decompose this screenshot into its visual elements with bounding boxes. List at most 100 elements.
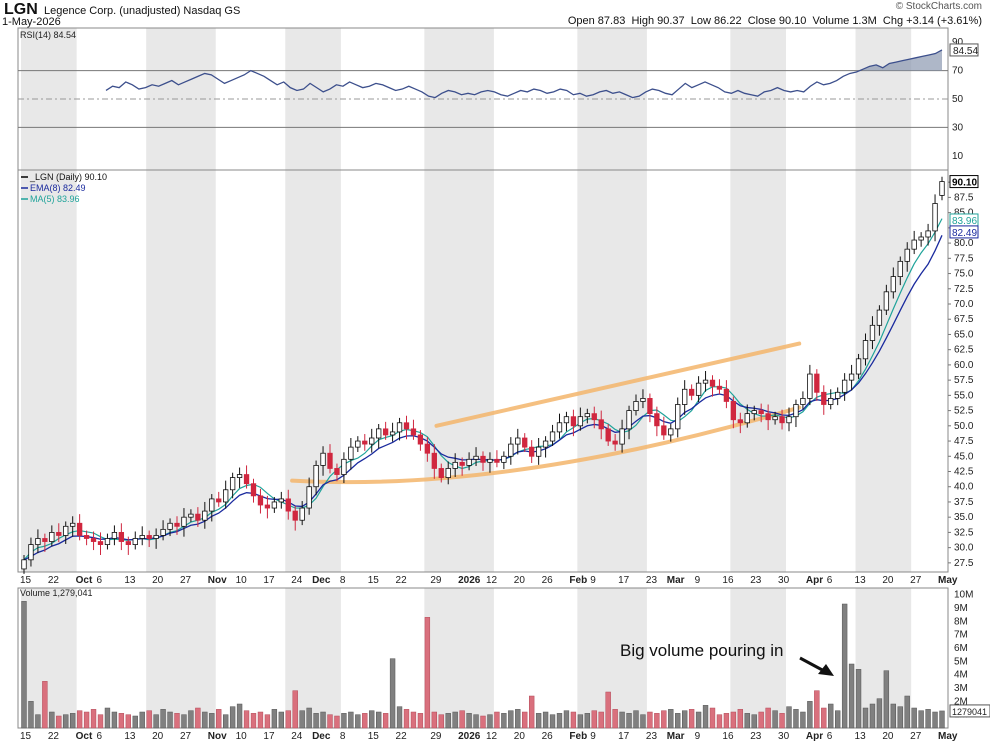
month-shade-price xyxy=(21,170,77,572)
candle-body xyxy=(28,544,34,561)
x-tick-label: 29 xyxy=(430,575,442,586)
volume-bar xyxy=(146,710,152,729)
volume-bar xyxy=(202,711,208,729)
candle-body xyxy=(473,455,479,460)
quote-summary: Open 87.83 High 90.37 Low 86.22 Close 90… xyxy=(568,15,982,27)
volume-bar xyxy=(612,709,618,729)
volume-bar xyxy=(897,706,903,729)
volume-bar xyxy=(216,709,222,729)
candle-body xyxy=(647,398,653,415)
candle-body xyxy=(744,413,750,424)
x-tick-label: 23 xyxy=(750,731,762,742)
low-value: 86.22 xyxy=(714,15,742,27)
company-name: Legence Corp. (unadjusted) Nasdaq GS xyxy=(44,5,241,17)
volume-bar xyxy=(522,711,528,729)
volume-bar xyxy=(932,711,938,729)
volume-bar xyxy=(341,713,347,729)
volume-bar xyxy=(619,711,625,729)
candle-body xyxy=(223,489,229,503)
volume-bar xyxy=(779,713,785,729)
candle-body xyxy=(501,455,507,463)
month-shade-vol xyxy=(730,588,786,728)
volume-bar xyxy=(855,669,862,729)
x-tick-label: 6 xyxy=(97,575,103,586)
volume-bar xyxy=(83,711,90,729)
rsi-tick-label: 90 xyxy=(952,37,964,48)
candle-body xyxy=(835,391,841,399)
x-tick-label: 27 xyxy=(180,731,192,742)
x-tick-label: Dec xyxy=(312,731,331,742)
price-tick-label: 35.0 xyxy=(954,512,974,523)
candle-body xyxy=(668,428,674,436)
x-tick-label: 23 xyxy=(646,731,658,742)
candle-body xyxy=(70,522,76,527)
volume-bar xyxy=(890,703,897,729)
x-tick-label: 8 xyxy=(340,731,346,742)
volume-bar xyxy=(834,710,841,729)
candle-body xyxy=(911,239,917,250)
volume-bar xyxy=(556,713,563,729)
x-tick-label: 16 xyxy=(722,575,734,586)
volume-bar xyxy=(814,690,820,729)
candle-body xyxy=(793,404,799,418)
x-tick-label: 24 xyxy=(291,575,303,586)
volume-bar xyxy=(90,709,97,729)
candle-body xyxy=(417,434,424,445)
volume-bar xyxy=(389,658,396,729)
candle-body xyxy=(883,291,890,311)
close-label: Close xyxy=(747,15,776,27)
candle-body xyxy=(591,413,597,421)
candle-body xyxy=(229,477,236,491)
candle-body xyxy=(605,428,611,442)
price-tick-label: 77.5 xyxy=(954,253,974,264)
candle-body xyxy=(132,538,138,545)
candle-body xyxy=(320,452,326,466)
volume-bar xyxy=(153,714,159,729)
x-tick-label: 2026 xyxy=(458,575,481,586)
candle-body xyxy=(153,535,159,539)
price-tick-label: 45.0 xyxy=(954,451,974,462)
candle-body xyxy=(76,522,83,536)
x-tick-label: Apr xyxy=(806,575,823,586)
ma5-last-box-label: 83.96 xyxy=(952,216,977,227)
x-tick-label: 27 xyxy=(910,731,922,742)
x-tick-label: 30 xyxy=(778,575,790,586)
volume-bar xyxy=(751,714,757,729)
volume-bar xyxy=(167,711,173,729)
volume-bar xyxy=(327,714,333,729)
candle-body xyxy=(264,504,271,509)
x-tick-label: 24 xyxy=(291,731,303,742)
candle-body xyxy=(626,410,632,430)
candle-body xyxy=(146,535,152,539)
x-tick-label: Nov xyxy=(208,575,227,586)
x-tick-label: Feb xyxy=(569,731,587,742)
volume-bar xyxy=(793,709,799,729)
volume-bar xyxy=(271,709,278,729)
x-tick-label: 2026 xyxy=(458,731,481,742)
x-tick-label: 20 xyxy=(514,575,526,586)
volume-bar xyxy=(49,711,55,729)
candle-body xyxy=(904,248,910,262)
month-shade-price xyxy=(424,170,494,572)
candle-body xyxy=(737,419,743,424)
candle-body xyxy=(515,437,521,445)
candle-body xyxy=(459,461,465,466)
candle-body xyxy=(111,532,118,539)
x-tick-label: 29 xyxy=(430,731,442,742)
volume-bar xyxy=(28,701,34,729)
candle-body xyxy=(42,538,48,542)
volume-bar xyxy=(584,713,591,729)
candle-body xyxy=(723,388,730,402)
candle-body xyxy=(556,422,563,433)
volume-bar xyxy=(35,714,41,729)
candle-body xyxy=(765,413,771,421)
x-tick-label: 22 xyxy=(396,731,408,742)
month-shade-vol xyxy=(855,588,912,728)
price-legend-item: _LGN (Daily) 90.10 xyxy=(29,172,107,182)
volume-bar xyxy=(570,711,577,729)
x-tick-label: 9 xyxy=(590,575,596,586)
x-tick-label: 17 xyxy=(618,731,630,742)
candle-body xyxy=(522,437,528,448)
candle-body xyxy=(932,203,938,232)
volume-bar xyxy=(494,711,500,729)
